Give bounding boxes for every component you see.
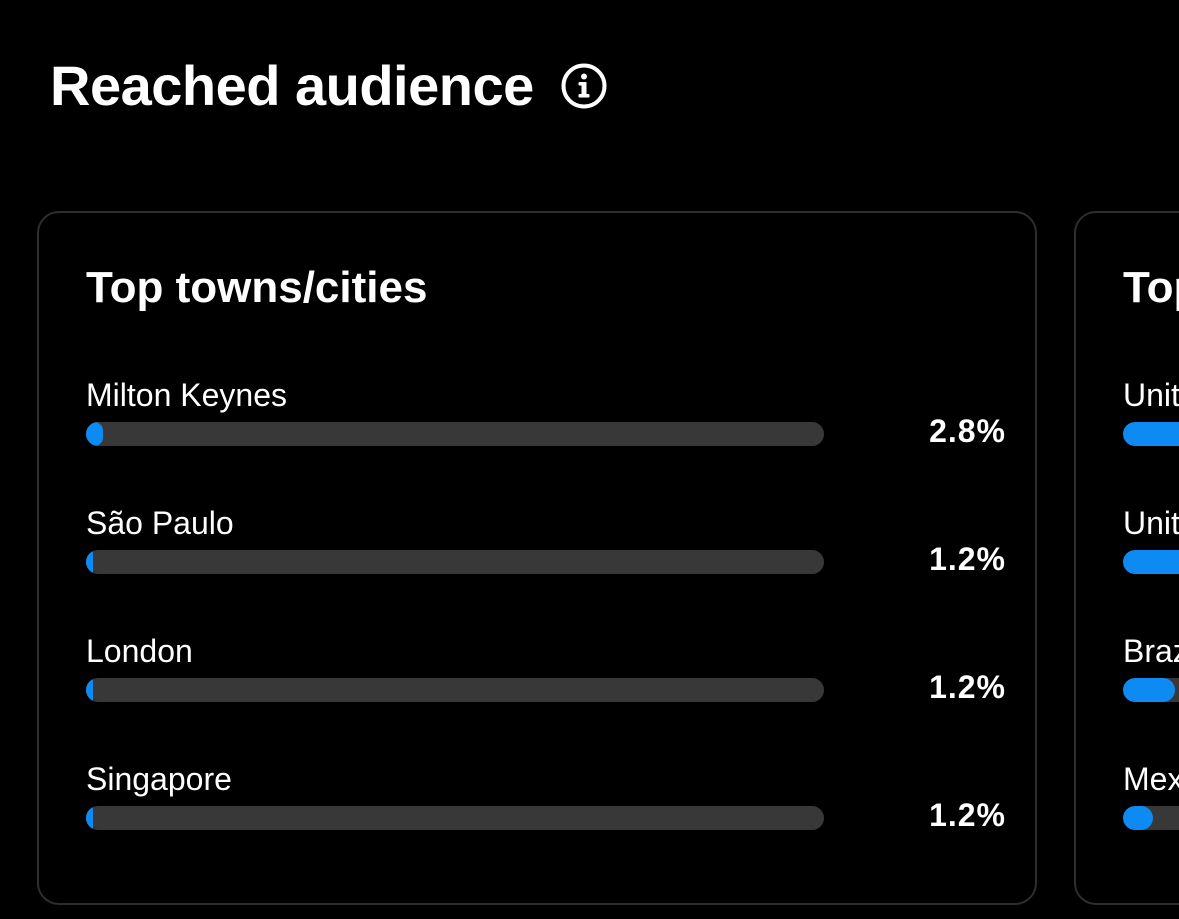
percentage-value: 1.2% [929,797,1006,833]
progress-track [1123,678,1179,702]
progress-fill [86,422,103,446]
city-label: London [86,633,193,669]
list-item: Singapore 1.2% [86,759,1006,859]
city-label: Milton Keynes [86,377,287,413]
header: Reached audience [50,52,608,120]
page-title: Reached audience [50,54,534,117]
progress-fill [1123,422,1179,446]
info-circle-icon [561,63,607,109]
list-item: Milton Keynes 2.8% [86,375,1006,475]
top-countries-card: Top Unit Unit Braz Mex [1074,211,1179,905]
country-label: Mex [1123,761,1179,797]
progress-fill [1123,806,1153,830]
progress-fill [86,550,94,574]
country-label: Braz [1123,633,1179,669]
list-item: Unit [1123,503,1179,603]
percentage-value: 1.2% [929,669,1006,705]
progress-track [86,550,824,574]
list-item: Mex [1123,759,1179,859]
percentage-value: 2.8% [929,413,1006,449]
info-button[interactable] [560,62,608,110]
card-title: Top towns/cities [86,263,428,312]
progress-fill [1123,550,1179,574]
progress-track [1123,806,1179,830]
country-label: Unit [1123,377,1179,413]
city-label: São Paulo [86,505,234,541]
progress-track [1123,550,1179,574]
progress-track [1123,422,1179,446]
list-item: Unit [1123,375,1179,475]
country-label: Unit [1123,505,1179,541]
progress-fill [1123,678,1175,702]
card-title: Top [1123,263,1179,312]
progress-fill [86,806,94,830]
top-cities-card: Top towns/cities Milton Keynes 2.8% São … [37,211,1037,905]
progress-track [86,678,824,702]
progress-fill [86,678,94,702]
list-item: Braz [1123,631,1179,731]
progress-track [86,806,824,830]
progress-track [86,422,824,446]
list-item: London 1.2% [86,631,1006,731]
city-label: Singapore [86,761,232,797]
percentage-value: 1.2% [929,541,1006,577]
list-item: São Paulo 1.2% [86,503,1006,603]
